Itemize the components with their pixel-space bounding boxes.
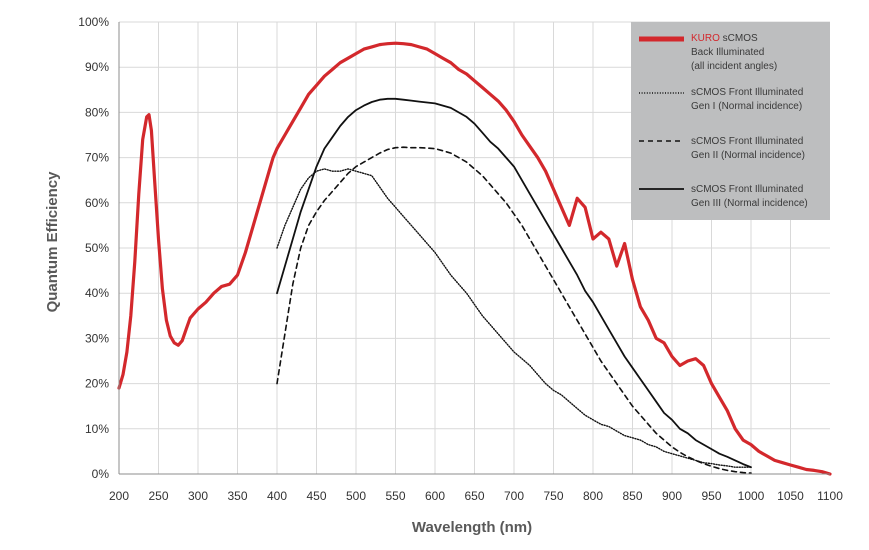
legend-background (631, 22, 830, 220)
legend-label-kuro-line3: (all incident angles) (691, 61, 777, 72)
series-line-gen3 (276, 97, 752, 469)
y-tick-label: 10% (85, 422, 109, 436)
y-tick-label: 30% (85, 331, 109, 345)
x-tick-label: 800 (583, 489, 603, 503)
y-tick-label: 70% (85, 151, 109, 165)
legend-label-gen1-line1: sCMOS Front Illuminated (691, 87, 803, 98)
series-line-gen2 (276, 146, 752, 474)
legend-kuro-brand: KURO (691, 33, 720, 44)
x-tick-label: 1000 (738, 489, 765, 503)
x-tick-label: 450 (306, 489, 326, 503)
x-tick-label: 300 (188, 489, 208, 503)
legend-label-gen3-line1: sCMOS Front Illuminated (691, 184, 803, 195)
legend-label-kuro-line2: Back Illuminated (691, 47, 764, 58)
x-tick-label: 850 (622, 489, 642, 503)
legend-label-gen1-line2: Gen I (Normal incidence) (691, 101, 802, 112)
x-tick-label: 750 (543, 489, 563, 503)
x-tick-labels: 200 250 300 350 400 450 500 550 600 650 700 750 800 8… (109, 489, 843, 503)
y-tick-label: 100% (78, 15, 109, 29)
legend: KURO sCMOS Back Illuminated (all inciden… (631, 22, 830, 220)
legend-kuro-rest: sCMOS (720, 33, 758, 44)
axes (118, 22, 830, 475)
y-tick-label: 0% (92, 467, 110, 481)
x-tick-label: 500 (346, 489, 366, 503)
x-axis-title: Wavelength (nm) (412, 519, 532, 536)
x-tick-label: 200 (109, 489, 129, 503)
x-tick-label: 400 (267, 489, 287, 503)
legend-label-kuro: KURO sCMOS (691, 33, 758, 44)
legend-label-gen2-line2: Gen II (Normal incidence) (691, 150, 805, 161)
legend-label-gen2-line1: sCMOS Front Illuminated (691, 136, 803, 147)
x-tick-label: 250 (148, 489, 168, 503)
legend-label-gen3-line2: Gen III (Normal incidence) (691, 198, 808, 209)
x-tick-label: 900 (662, 489, 682, 503)
y-tick-label: 20% (85, 377, 109, 391)
y-tick-label: 60% (85, 196, 109, 210)
x-tick-label: 600 (425, 489, 445, 503)
x-tick-label: 700 (504, 489, 524, 503)
y-tick-label: 40% (85, 286, 109, 300)
series-line-gen1 (276, 168, 752, 468)
y-tick-label: 80% (85, 105, 109, 119)
y-tick-label: 90% (85, 60, 109, 74)
x-tick-label: 1100 (817, 489, 843, 503)
y-axis-title: Quantum Efficiency (44, 171, 61, 313)
x-tick-label: 950 (701, 489, 721, 503)
y-tick-label: 50% (85, 241, 109, 255)
y-tick-labels: 0% 10% 20% 30% 40% 50% 60% 70% 80% 90% 100% (78, 15, 109, 481)
series-lines (117, 41, 832, 476)
series-line-kuro (117, 41, 832, 476)
x-tick-label: 1050 (777, 489, 804, 503)
x-tick-label: 350 (227, 489, 247, 503)
x-tick-label: 550 (385, 489, 405, 503)
x-tick-label: 650 (464, 489, 484, 503)
